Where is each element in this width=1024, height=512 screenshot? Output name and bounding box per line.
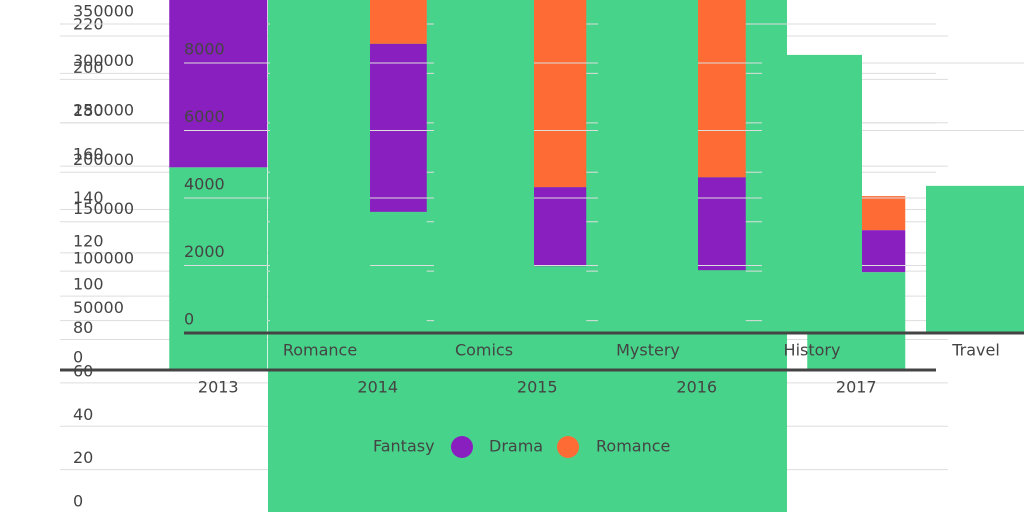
legend-marker — [557, 436, 579, 458]
y-tick-label: 100 — [73, 275, 104, 294]
legend-label: Drama — [489, 437, 543, 456]
y-tick-label: 300000 — [73, 51, 134, 70]
bar — [270, 0, 370, 333]
legend-label: Romance — [596, 437, 670, 456]
y-tick-label: 50000 — [73, 298, 124, 317]
x-tick-label: Travel — [951, 341, 1000, 360]
y-tick-label: 200000 — [73, 150, 134, 169]
y-tick-label: 250000 — [73, 100, 134, 119]
bar — [926, 185, 1024, 333]
y-tick-label: 100000 — [73, 249, 134, 268]
y-tick-label: 0 — [73, 348, 83, 367]
bar — [598, 0, 698, 333]
x-tick-label: 2013 — [198, 378, 239, 397]
y-tick-label: 2000 — [184, 242, 225, 261]
x-tick-label: 2017 — [836, 378, 877, 397]
y-tick-label: 150000 — [73, 199, 134, 218]
x-tick-label: 2016 — [676, 378, 717, 397]
x-tick-label: 2014 — [357, 378, 398, 397]
legend-label: Fantasy — [373, 437, 435, 456]
y-tick-label: 0 — [73, 492, 83, 511]
x-tick-label: Romance — [283, 341, 357, 360]
x-tick-label: Mystery — [616, 341, 680, 360]
bar-segment — [169, 0, 268, 168]
bar-segment — [169, 167, 268, 370]
y-tick-label: 0 — [184, 310, 194, 329]
y-tick-label: 160 — [73, 145, 104, 164]
y-tick-label: 20 — [73, 448, 93, 467]
y-tick-label: 180 — [73, 101, 104, 120]
y-tick-label: 4000 — [184, 175, 225, 194]
x-tick-label: Comics — [455, 341, 513, 360]
x-tick-label: 2015 — [517, 378, 558, 397]
y-tick-label: 350000 — [73, 2, 134, 21]
y-tick-label: 80 — [73, 318, 93, 337]
y-tick-label: 40 — [73, 405, 93, 424]
y-tick-label: 200 — [73, 58, 104, 77]
y-tick-label: 120 — [73, 231, 104, 250]
legend-marker — [451, 436, 473, 458]
y-tick-label: 6000 — [184, 107, 225, 126]
x-tick-label: History — [784, 341, 841, 360]
bar — [434, 0, 534, 333]
y-tick-label: 8000 — [184, 40, 225, 59]
bar — [762, 54, 862, 334]
y-tick-label: 140 — [73, 188, 104, 207]
